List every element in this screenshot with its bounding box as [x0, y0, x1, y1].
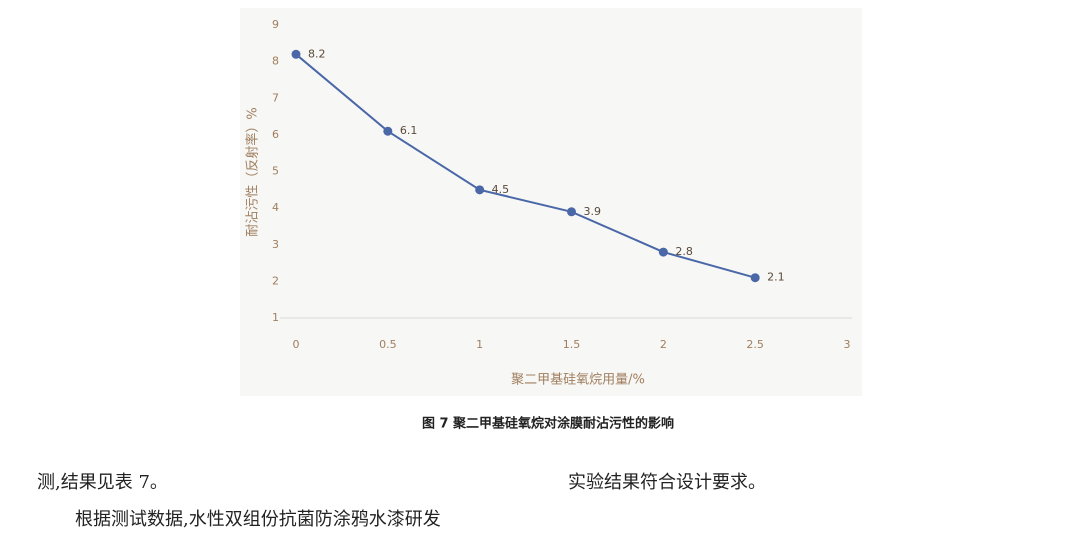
- body-line: 测,结果见表 7。: [37, 472, 168, 493]
- data-label: 6.1: [400, 124, 418, 137]
- y-tick-label: 9: [272, 18, 279, 31]
- data-label: 3.9: [584, 205, 602, 218]
- x-tick-label: 0.5: [379, 338, 397, 351]
- x-tick-label: 1: [476, 338, 483, 351]
- data-label: 2.1: [767, 271, 785, 284]
- data-point: [475, 185, 485, 195]
- data-line: [295, 53, 756, 279]
- data-point: [750, 273, 760, 283]
- data-label: 2.8: [675, 245, 693, 258]
- y-tick-label: 3: [272, 238, 279, 251]
- figure-caption: 图 7 聚二甲基硅氧烷对涂膜耐沾污性的影响: [422, 416, 674, 432]
- y-tick-label: 7: [272, 91, 279, 104]
- data-label: 4.5: [492, 183, 510, 196]
- data-point: [383, 126, 393, 136]
- body-line: 实验结果符合设计要求。: [568, 472, 766, 493]
- x-tick-label: 1.5: [563, 338, 581, 351]
- x-tick-label: 0: [293, 338, 300, 351]
- body-line: 根据测试数据,水性双组份抗菌防涂鸦水漆研发: [75, 509, 441, 530]
- y-tick-label: 8: [272, 55, 279, 68]
- data-point: [567, 207, 576, 217]
- data-point: [658, 247, 668, 257]
- x-tick-label: 2.5: [746, 338, 764, 351]
- y-axis-title: 耐沾污性（反射率）%: [245, 107, 261, 236]
- y-tick-label: 1: [272, 311, 279, 324]
- x-tick-label: 2: [660, 338, 667, 351]
- y-tick-label: 5: [272, 165, 279, 178]
- data-point: [291, 49, 301, 59]
- y-tick-label: 4: [272, 201, 279, 214]
- x-tick-label: 3: [844, 338, 851, 351]
- y-tick-label: 6: [272, 128, 279, 141]
- x-axis-title: 聚二甲基硅氧烷用量/%: [511, 373, 645, 388]
- data-label: 8.2: [308, 47, 326, 60]
- chart-background: [240, 8, 862, 396]
- y-tick-label: 2: [272, 274, 279, 287]
